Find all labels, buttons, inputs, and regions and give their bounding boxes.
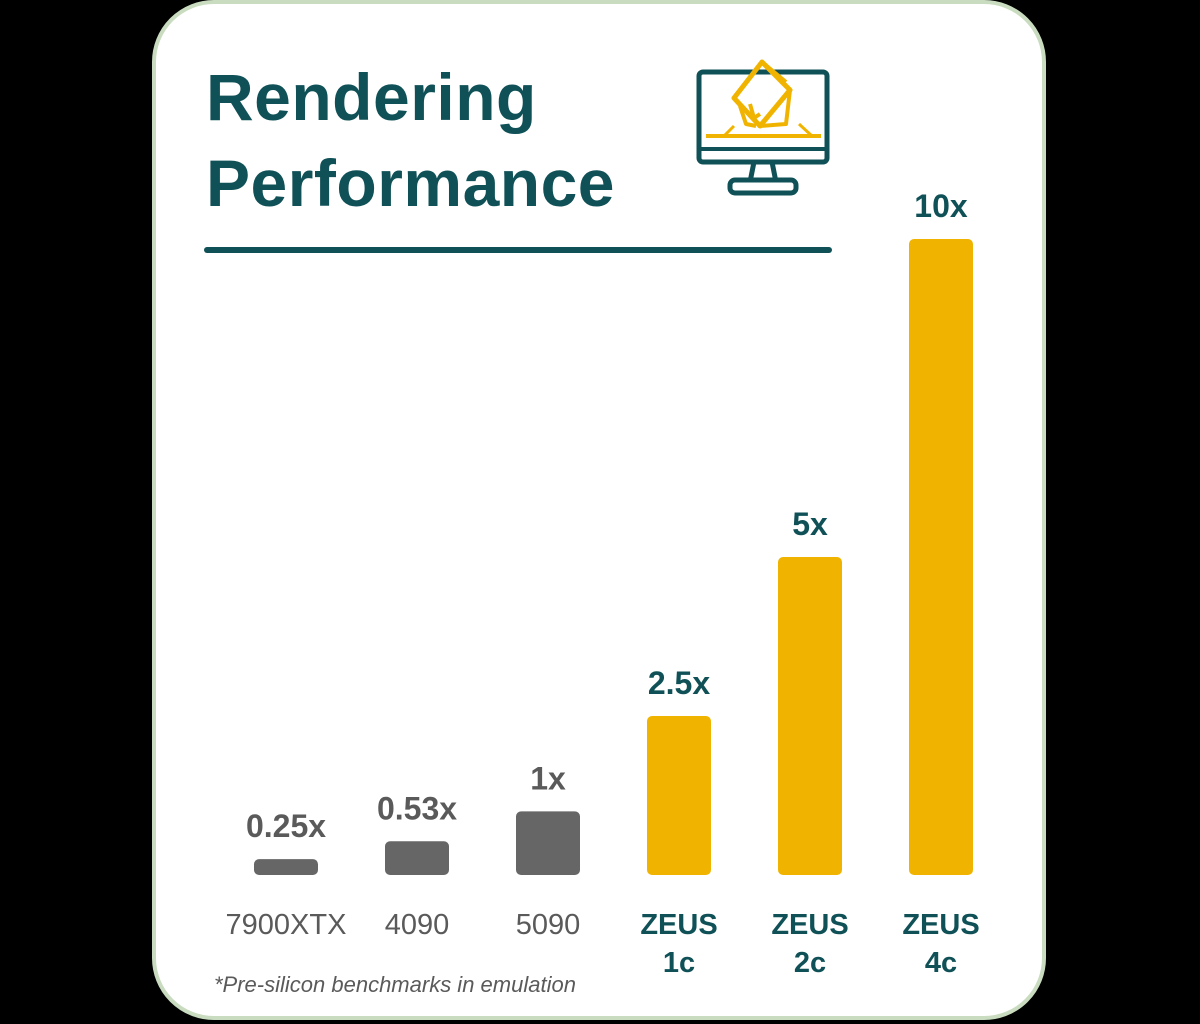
bar-zeus-1c	[647, 716, 711, 875]
title-line-1: Rendering	[206, 60, 537, 134]
footnote: *Pre-silicon benchmarks in emulation	[214, 972, 576, 997]
chart-title: Rendering Performance	[206, 54, 615, 226]
category-label: ZEUS	[771, 909, 848, 941]
bar-zeus-4c	[909, 239, 973, 875]
category-label: 1c	[663, 947, 695, 979]
bar-7900xtx	[254, 859, 318, 875]
value-label: 0.53x	[377, 790, 457, 826]
bar-zeus-2c	[778, 557, 842, 875]
value-label: 2.5x	[648, 665, 710, 701]
category-label: 4c	[925, 947, 957, 979]
category-label: 4090	[385, 909, 450, 941]
category-label: 5090	[516, 909, 581, 941]
value-label: 0.25x	[246, 808, 326, 844]
bar-chart: 0.25x 7900XTX 0.53x 4090 1x 5090 2.5x ZEUS 1c 5x Z…	[226, 188, 980, 979]
bar-5090	[516, 811, 580, 875]
value-label: 1x	[530, 760, 566, 796]
title-underline	[204, 247, 832, 253]
category-label: ZEUS	[640, 909, 717, 941]
bar-4090	[385, 841, 449, 875]
category-label: 7900XTX	[226, 909, 347, 941]
chart-card: Rendering Performance 0.25x 7900XTX 0.53x 4…	[152, 0, 1046, 1020]
value-label: 10x	[914, 188, 968, 224]
title-line-2: Performance	[206, 146, 616, 220]
monitor-with-3d-house-icon	[696, 59, 830, 196]
category-label: ZEUS	[902, 909, 979, 941]
category-label: 2c	[794, 947, 826, 979]
value-label: 5x	[792, 506, 828, 542]
